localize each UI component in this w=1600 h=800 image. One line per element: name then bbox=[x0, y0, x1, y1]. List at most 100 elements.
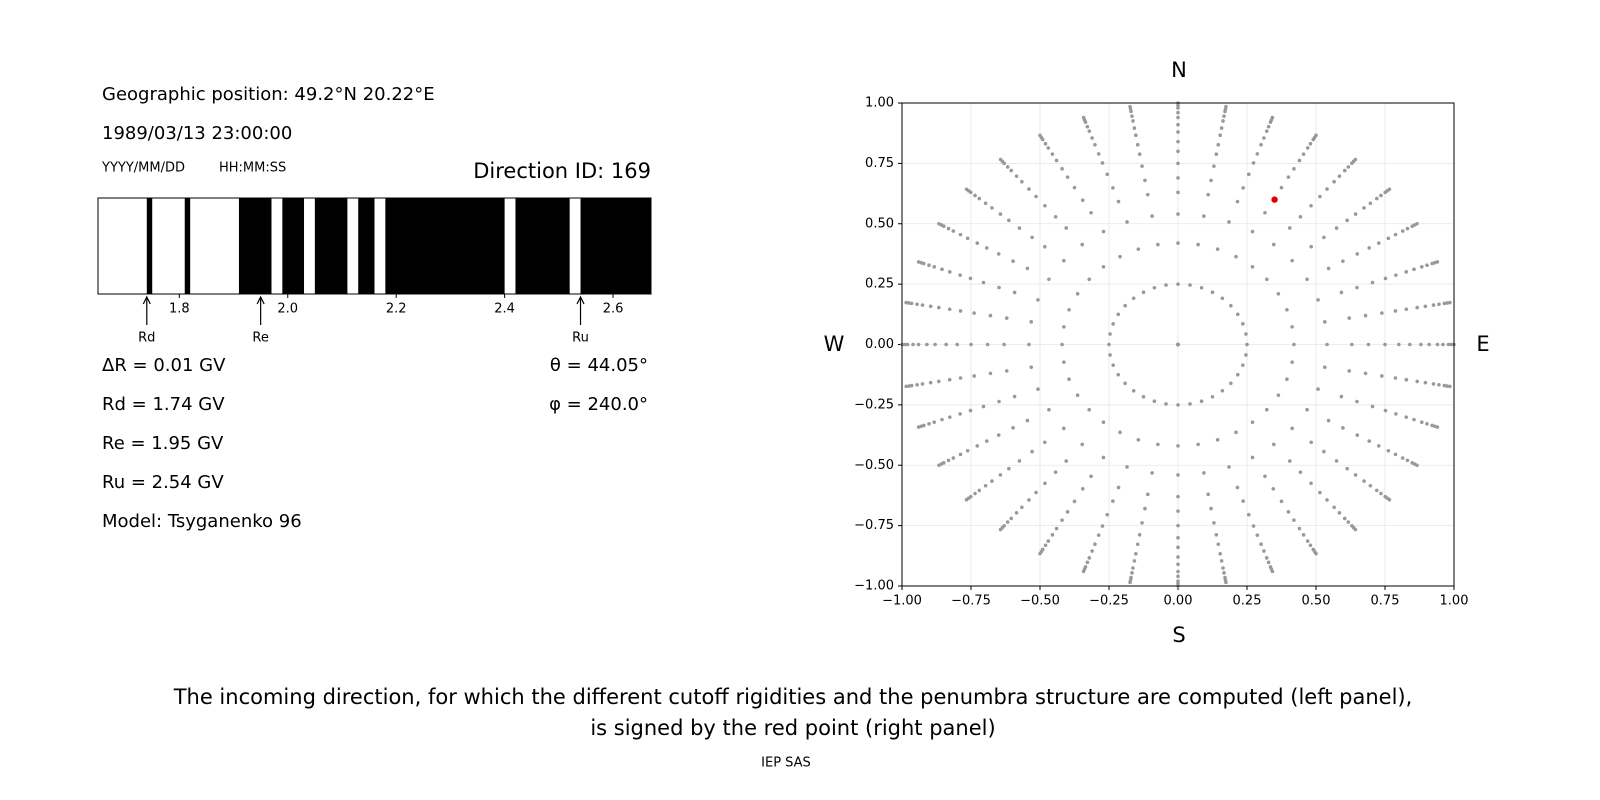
direction-point bbox=[909, 301, 914, 306]
y-tick-label: −0.50 bbox=[854, 458, 894, 473]
direction-point bbox=[1301, 533, 1306, 537]
direction-point bbox=[1134, 133, 1138, 138]
direction-point bbox=[1366, 342, 1371, 347]
direction-point bbox=[1043, 543, 1048, 548]
direction-point bbox=[1202, 214, 1206, 218]
direction-point bbox=[1437, 382, 1441, 387]
direction-point bbox=[1316, 387, 1320, 391]
direction-point bbox=[1128, 104, 1132, 109]
direction-point bbox=[1176, 545, 1180, 550]
marker-label: Ru bbox=[572, 331, 589, 346]
direction-point bbox=[1355, 433, 1360, 437]
direction-point bbox=[1376, 444, 1381, 448]
direction-point bbox=[907, 384, 911, 388]
direction-point bbox=[1393, 232, 1398, 237]
direction-point bbox=[1404, 377, 1409, 382]
direction-point bbox=[1262, 549, 1266, 553]
direction-point bbox=[1322, 235, 1326, 240]
x-tick-label: 0.50 bbox=[1302, 594, 1331, 609]
direction-point bbox=[1374, 196, 1379, 201]
direction-point bbox=[1386, 236, 1391, 241]
direction-point bbox=[1218, 551, 1222, 556]
direction-point bbox=[1214, 532, 1219, 537]
direction-point bbox=[1199, 285, 1204, 290]
direction-point bbox=[951, 229, 956, 233]
direction-point bbox=[1012, 290, 1017, 295]
direction-point bbox=[1043, 481, 1047, 486]
direction-point bbox=[969, 342, 973, 347]
direction-point bbox=[1309, 481, 1313, 486]
direction-point bbox=[1072, 499, 1077, 504]
direction-point bbox=[1004, 369, 1009, 373]
direction-point bbox=[1050, 152, 1055, 156]
direction-point bbox=[933, 342, 937, 347]
direction-point bbox=[1020, 505, 1024, 510]
direction-point bbox=[1314, 551, 1318, 556]
direction-point bbox=[1176, 523, 1180, 528]
direction-point bbox=[1002, 342, 1006, 347]
direction-point bbox=[1075, 291, 1080, 296]
direction-point bbox=[1334, 226, 1339, 230]
direction-point bbox=[1087, 407, 1091, 412]
direction-point bbox=[1214, 152, 1219, 157]
direction-point bbox=[1036, 387, 1040, 391]
direction-point bbox=[1027, 498, 1031, 502]
direction-point bbox=[1131, 296, 1136, 301]
forbidden-band bbox=[358, 198, 375, 294]
x-tick-label: 1.00 bbox=[1440, 594, 1469, 609]
direction-point bbox=[951, 456, 956, 460]
direction-point bbox=[1337, 511, 1342, 515]
direction-point bbox=[973, 491, 977, 496]
direction-point bbox=[920, 303, 925, 307]
direction-point bbox=[985, 342, 990, 347]
direction-point bbox=[1046, 539, 1051, 543]
direction-point bbox=[1125, 465, 1129, 469]
direction-point bbox=[1025, 418, 1030, 423]
direction-point bbox=[1380, 311, 1384, 315]
direction-point bbox=[1065, 175, 1070, 179]
direction-point bbox=[1164, 402, 1168, 406]
direction-point bbox=[1322, 449, 1326, 454]
direction-point bbox=[1087, 556, 1092, 560]
direction-point bbox=[1156, 242, 1160, 247]
direction-point bbox=[1322, 365, 1327, 369]
direction-point bbox=[1176, 212, 1180, 216]
direction-point bbox=[1368, 201, 1373, 206]
direction-point bbox=[1347, 316, 1352, 320]
direction-point bbox=[1131, 119, 1135, 123]
direction-point bbox=[1034, 194, 1038, 199]
forbidden-band bbox=[314, 198, 348, 294]
direction-point bbox=[1255, 152, 1260, 156]
direction-point bbox=[1259, 542, 1263, 547]
direction-point bbox=[1196, 242, 1200, 247]
marker-arrowhead bbox=[142, 295, 151, 305]
direction-point bbox=[1143, 178, 1147, 183]
y-tick-label: −0.25 bbox=[854, 397, 894, 412]
direction-point bbox=[1251, 524, 1256, 528]
direction-point bbox=[1286, 175, 1291, 179]
direction-point bbox=[1047, 277, 1051, 282]
direction-point bbox=[1060, 342, 1064, 347]
direction-point bbox=[932, 265, 937, 269]
direction-point bbox=[1374, 488, 1379, 493]
direction-point bbox=[1415, 463, 1419, 468]
direction-point bbox=[1370, 404, 1375, 409]
direction-point bbox=[1135, 542, 1140, 547]
direction-point bbox=[1125, 220, 1129, 224]
direction-point bbox=[1246, 512, 1251, 517]
direction-point bbox=[1080, 198, 1085, 202]
direction-point bbox=[1350, 342, 1354, 347]
direction-point bbox=[1305, 146, 1310, 150]
direction-point bbox=[937, 305, 941, 310]
direction-point bbox=[1123, 381, 1127, 386]
direction-point bbox=[1085, 560, 1090, 565]
direction-point bbox=[1053, 215, 1058, 219]
direction-point bbox=[1090, 136, 1094, 140]
direction-point bbox=[1216, 542, 1221, 547]
position: Geographic position: 49.2°N 20.22°E bbox=[102, 84, 435, 105]
direction-point bbox=[1423, 380, 1428, 385]
x-tick-label: 2.4 bbox=[494, 302, 515, 317]
direction-point bbox=[1341, 259, 1345, 263]
direction-point bbox=[1140, 521, 1144, 525]
direction-point bbox=[965, 448, 970, 453]
